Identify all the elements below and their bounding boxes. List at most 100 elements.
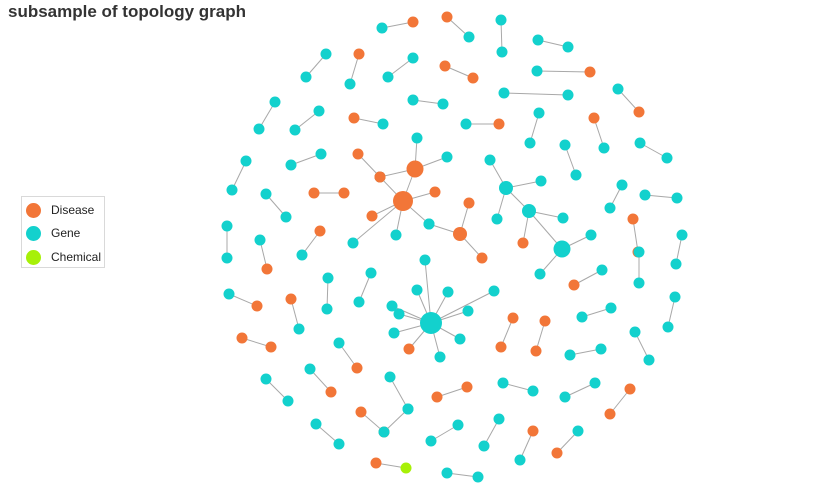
gene-node[interactable] (384, 371, 396, 383)
gene-node[interactable] (333, 438, 345, 450)
disease-node[interactable] (265, 341, 277, 353)
gene-node[interactable] (488, 285, 500, 297)
gene-node[interactable] (633, 246, 645, 258)
gene-node[interactable] (495, 14, 507, 26)
disease-node[interactable] (338, 187, 350, 199)
disease-node[interactable] (261, 263, 273, 275)
legend-item-chemical[interactable]: Chemical (26, 248, 101, 266)
gene-node[interactable] (604, 202, 616, 214)
disease-node[interactable] (374, 171, 386, 183)
gene-node[interactable] (310, 418, 322, 430)
disease-node[interactable] (507, 312, 519, 324)
disease-node[interactable] (325, 386, 337, 398)
gene-node[interactable] (564, 349, 576, 361)
gene-node[interactable] (386, 300, 398, 312)
gene-node[interactable] (313, 105, 325, 117)
gene-node[interactable] (576, 311, 588, 323)
disease-node[interactable] (366, 210, 378, 222)
disease-node[interactable] (393, 191, 413, 211)
gene-node[interactable] (634, 137, 646, 149)
gene-node[interactable] (496, 46, 508, 58)
gene-node[interactable] (472, 471, 484, 483)
disease-node[interactable] (588, 112, 600, 124)
disease-node[interactable] (493, 118, 505, 130)
gene-node[interactable] (497, 377, 509, 389)
gene-node[interactable] (531, 65, 543, 77)
gene-node[interactable] (559, 391, 571, 403)
gene-node[interactable] (442, 286, 454, 298)
gene-node[interactable] (559, 139, 571, 151)
gene-node[interactable] (407, 94, 419, 106)
gene-node[interactable] (643, 354, 655, 366)
disease-node[interactable] (407, 16, 419, 28)
disease-node[interactable] (406, 160, 424, 178)
gene-node[interactable] (223, 288, 235, 300)
gene-node[interactable] (221, 252, 233, 264)
disease-node[interactable] (624, 383, 636, 395)
disease-node[interactable] (351, 362, 363, 374)
gene-node[interactable] (499, 181, 513, 195)
disease-node[interactable] (352, 148, 364, 160)
disease-node[interactable] (453, 227, 467, 241)
gene-node[interactable] (535, 175, 547, 187)
gene-node[interactable] (240, 155, 252, 167)
gene-node[interactable] (254, 234, 266, 246)
gene-node[interactable] (388, 327, 400, 339)
gene-node[interactable] (532, 34, 544, 46)
gene-node[interactable] (533, 107, 545, 119)
gene-node[interactable] (612, 83, 624, 95)
disease-node[interactable] (236, 332, 248, 344)
gene-node[interactable] (347, 237, 359, 249)
gene-node[interactable] (315, 148, 327, 160)
gene-node[interactable] (662, 321, 674, 333)
disease-node[interactable] (530, 345, 542, 357)
gene-node[interactable] (676, 229, 688, 241)
disease-node[interactable] (627, 213, 639, 225)
gene-node[interactable] (437, 98, 449, 110)
disease-node[interactable] (403, 343, 415, 355)
gene-node[interactable] (304, 363, 316, 375)
gene-node[interactable] (289, 124, 301, 136)
gene-node[interactable] (633, 277, 645, 289)
gene-node[interactable] (425, 435, 437, 447)
gene-node[interactable] (300, 71, 312, 83)
gene-node[interactable] (321, 303, 333, 315)
gene-node[interactable] (671, 192, 683, 204)
disease-node[interactable] (633, 106, 645, 118)
disease-node[interactable] (495, 341, 507, 353)
gene-node[interactable] (462, 305, 474, 317)
gene-node[interactable] (377, 118, 389, 130)
gene-node[interactable] (605, 302, 617, 314)
gene-node[interactable] (285, 159, 297, 171)
gene-node[interactable] (589, 377, 601, 389)
gene-node[interactable] (320, 48, 332, 60)
gene-node[interactable] (598, 142, 610, 154)
gene-node[interactable] (333, 337, 345, 349)
gene-node[interactable] (221, 220, 233, 232)
disease-node[interactable] (568, 279, 580, 291)
gene-node[interactable] (378, 426, 390, 438)
gene-node[interactable] (585, 229, 597, 241)
disease-node[interactable] (314, 225, 326, 237)
gene-node[interactable] (616, 179, 628, 191)
gene-node[interactable] (463, 31, 475, 43)
disease-node[interactable] (355, 406, 367, 418)
legend-item-gene[interactable]: Gene (26, 224, 80, 242)
gene-node[interactable] (596, 264, 608, 276)
chemical-node[interactable] (400, 462, 412, 474)
gene-node[interactable] (460, 118, 472, 130)
gene-node[interactable] (269, 96, 281, 108)
gene-node[interactable] (407, 52, 419, 64)
gene-node[interactable] (293, 323, 305, 335)
gene-node[interactable] (452, 419, 464, 431)
disease-node[interactable] (348, 112, 360, 124)
gene-node[interactable] (514, 454, 526, 466)
gene-node[interactable] (484, 154, 496, 166)
gene-node[interactable] (553, 240, 571, 258)
gene-node[interactable] (570, 169, 582, 181)
gene-node[interactable] (260, 188, 272, 200)
disease-node[interactable] (604, 408, 616, 420)
disease-node[interactable] (429, 186, 441, 198)
gene-node[interactable] (390, 229, 402, 241)
